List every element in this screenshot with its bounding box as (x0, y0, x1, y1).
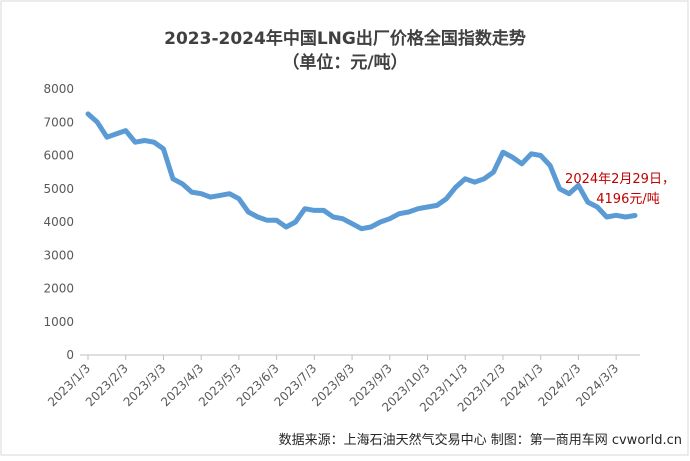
y-tick-label: 1000 (43, 315, 74, 329)
chart-title: 2023-2024年中国LNG出厂价格全国指数走势 (164, 28, 526, 49)
data-line (85, 111, 638, 232)
chart-subtitle: （单位：元/吨） (282, 52, 407, 73)
source-note: 数据来源：上海石油天然气交易中心 制图：第一商用车网 cvworld.cn (279, 432, 682, 448)
y-tick-label: 6000 (43, 149, 74, 163)
y-tick-label: 2000 (43, 282, 74, 296)
y-tick-label: 8000 (43, 82, 74, 96)
y-tick-label: 0 (66, 348, 74, 362)
y-tick-label: 7000 (43, 115, 74, 129)
y-tick-label: 4000 (43, 215, 74, 229)
annotation: 4196元/吨 (596, 192, 659, 207)
y-tick-label: 5000 (43, 182, 74, 196)
y-tick-label: 3000 (43, 248, 74, 262)
annotation: 2024年2月29日， (565, 172, 675, 187)
